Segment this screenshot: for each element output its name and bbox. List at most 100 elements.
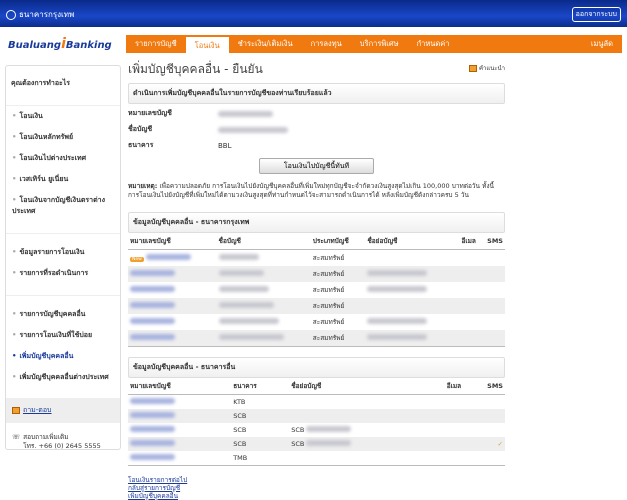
account-name-redacted [218,253,259,260]
sidebar-item[interactable]: เวสเทิร์น ยูเนี่ยน [6,169,120,190]
nickname-prefix: SCB [291,425,305,434]
sidebar-item[interactable]: เพิ่มบัญชีบุคคลอื่นต่างประเทศ [6,367,120,388]
account-type-cell: สะสมทรัพย์ [312,285,345,294]
column-header: ธนาคาร [231,377,290,395]
account-name-cell [216,297,311,314]
sidebar-item[interactable]: รายการบัญชีบุคคลอื่น [6,304,120,325]
sms-cell [478,249,505,266]
sms-cell [477,297,505,314]
sidebar-item[interactable]: โอนเงิน [6,106,120,127]
nav-tab[interactable]: เมนูลัด [590,39,613,48]
account-number-cell[interactable] [128,297,217,314]
column-header: หมายเลขบัญชี [128,232,217,250]
account-number-cell[interactable] [128,423,231,437]
sms-cell [477,329,505,347]
account-number-cell[interactable] [128,314,217,330]
sidebar-item[interactable]: เพิ่มบัญชีบุคคลอื่น [6,346,120,367]
sidebar-item[interactable]: โอนเงินหลักทรัพย์ [6,127,120,148]
account-number-redacted[interactable] [145,253,191,260]
nav-tab[interactable]: รายการบัญชี [135,39,177,48]
bank-value: BBL [218,141,232,150]
bottom-link[interactable]: โอนเงินรายการต่อไป [128,475,188,484]
sidebar-item[interactable]: รายการโอนเงินที่ใช้บ่อย [6,325,120,346]
nav-tab[interactable]: ชำระเงิน/เติมเงิน [237,39,293,48]
logout-button[interactable]: ออกจากระบบ [571,7,621,22]
account-name-cell [217,249,311,266]
account-number-redacted[interactable] [130,317,175,324]
account-number-redacted[interactable] [130,301,175,308]
account-number-cell[interactable] [128,282,217,298]
note-text: เพื่อความปลอดภัย การโอนเงินไปยังบัญชีบุค… [128,182,494,199]
account-number-redacted[interactable] [130,425,175,432]
table-row: SCB [128,408,505,423]
account-number-redacted[interactable] [130,439,175,446]
help-link[interactable]: คำแนะนำ [468,63,505,73]
account-name-redacted [218,317,279,324]
account-number-redacted[interactable] [130,453,175,460]
nav-tab[interactable]: กำหนดค่า [416,39,450,48]
column-header: SMS [463,377,505,395]
table-row: สะสมทรัพย์ [128,297,505,314]
column-header: ชื่อย่อบัญชี [289,377,425,395]
account-number-redacted[interactable] [130,285,175,292]
column-header: ชื่อบัญชี [216,232,311,250]
account-number-cell[interactable] [128,394,231,409]
contact-phone: โทร. +66 (0) 2645 5555 [23,442,101,451]
field-label: ธนาคาร [128,141,154,149]
account-number-redacted[interactable] [130,397,175,404]
account-number-cell[interactable] [128,265,217,282]
account-number-cell[interactable]: New [128,249,217,266]
ibanking-logo: BualuangiBanking [8,36,112,52]
account-number-cell[interactable] [128,436,232,451]
bottom-links: โอนเงินรายการต่อไป กลับสู่รายการบัญชี เพิ่… [128,476,505,500]
account-number-cell[interactable] [128,329,217,347]
table-row: สะสมทรัพย์ [128,265,505,282]
sms-cell: ✓ [463,436,505,451]
nav-tab[interactable]: การลงทุน [310,39,342,48]
sms-cell [463,423,505,437]
nickname-cell [365,249,452,266]
sidebar-item[interactable]: โอนเงินไปต่างประเทศ [6,148,120,169]
bottom-link[interactable]: กลับสู่รายการบัญชี [128,483,181,492]
account-name-redacted [218,285,269,292]
transfer-now-button[interactable]: โอนเงินไปบัญชีนี้ทันที [259,158,374,174]
sms-cell [463,451,505,466]
table-row: SCB SCB ✓ [128,436,505,451]
bank-brand: ธนาคารกรุงเทพ [6,8,74,21]
email-cell [453,249,478,266]
nav-tab[interactable]: บริการพิเศษ [359,39,399,48]
table-row: New สะสมทรัพย์ [128,249,505,266]
page-title-text: เพิ่มบัญชีบุคคลอื่น - ยืนยัน [128,62,263,76]
sidebar-item[interactable]: ข้อมูลรายการโอนเงิน [6,242,120,263]
email-cell [424,451,463,466]
bank-row: ธนาคาร BBL [128,139,505,152]
bottom-link[interactable]: เพิ่มบัญชีบุคคลอื่น [128,491,179,500]
nickname-redacted [367,269,428,276]
new-badge: New [130,256,144,262]
account-number-cell[interactable] [128,451,231,466]
email-cell [424,408,464,423]
sidebar-item[interactable]: โอนเงินจากบัญชีเงินตราต่างประเทศ [6,190,120,222]
page-title: เพิ่มบัญชีบุคคลอื่น - ยืนยัน คำแนะนำ [128,60,505,79]
sms-cell [477,265,505,282]
bank-cell: KTB [233,397,246,406]
nickname-redacted [367,317,428,324]
account-number-cell[interactable] [128,408,232,423]
column-header: ชื่อย่อบัญชี [365,232,453,250]
nickname-redacted [367,333,428,340]
nickname-cell: SCB [289,423,424,437]
account-number-redacted[interactable] [130,333,175,340]
bank-cell: TMB [233,453,248,462]
account-number-redacted[interactable] [130,411,175,418]
account-name-redacted [218,301,274,308]
other-section-title: ข้อมูลบัญชีบุคคลอื่น - ธนาคารอื่น [128,356,505,378]
sidebar-item[interactable]: รายการที่รอดำเนินการ [6,263,120,284]
qa-link[interactable]: ถาม-ตอบ [23,406,52,414]
account-number-row: หมายเลขบัญชี [128,107,505,120]
nickname-cell [365,314,452,330]
book-icon [12,407,20,414]
field-label: ชื่อบัญชี [128,125,153,133]
nav-tab[interactable]: โอนเงิน [185,37,229,53]
table-row: สะสมทรัพย์ [128,282,505,298]
account-number-redacted[interactable] [130,269,175,276]
